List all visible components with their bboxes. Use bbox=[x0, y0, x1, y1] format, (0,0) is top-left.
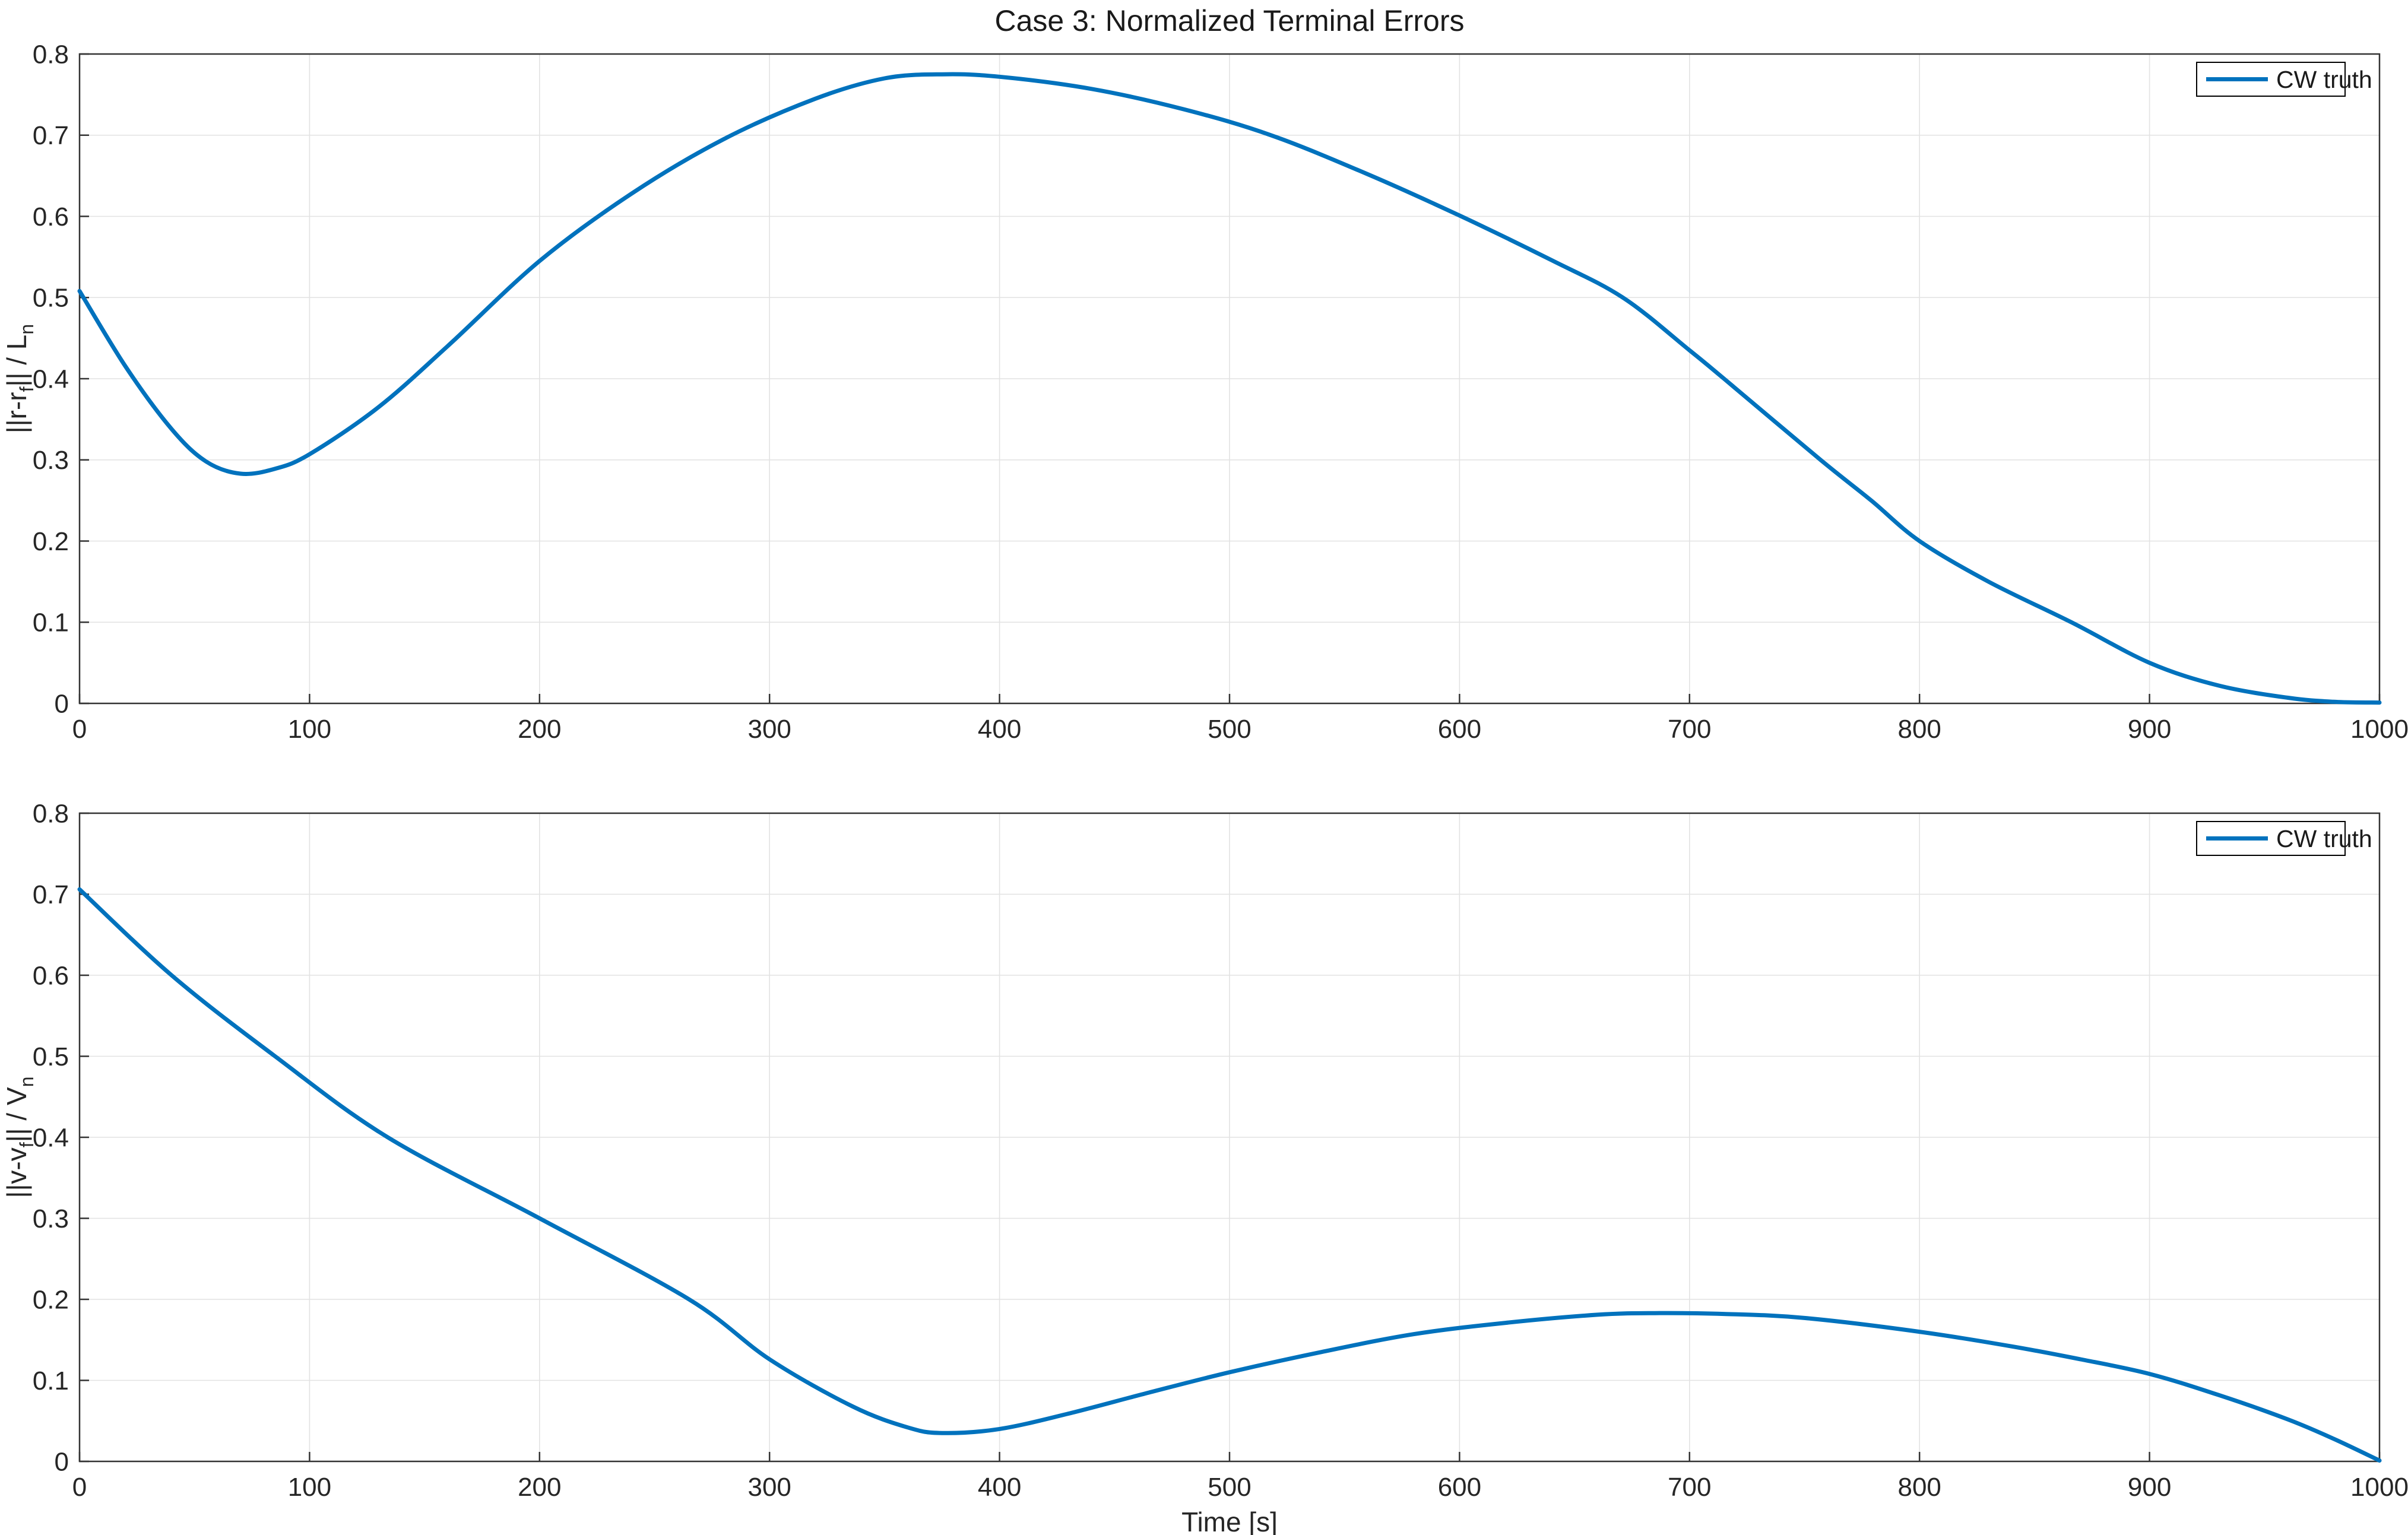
x-tick-label: 400 bbox=[978, 715, 1021, 744]
y-tick-label: 0.4 bbox=[33, 1123, 69, 1152]
x-tick-label: 800 bbox=[1897, 1473, 1941, 1502]
y-tick-label: 0.3 bbox=[33, 1204, 69, 1233]
y-tick-label: 0.2 bbox=[33, 527, 69, 556]
y-tick-label: 0.1 bbox=[33, 1366, 69, 1396]
x-tick-label: 500 bbox=[1208, 715, 1251, 744]
x-tick-label: 0 bbox=[72, 715, 87, 744]
x-tick-label: 600 bbox=[1438, 715, 1481, 744]
x-tick-label: 200 bbox=[518, 1473, 561, 1502]
x-tick-label: 500 bbox=[1208, 1473, 1251, 1502]
series-line-cw-truth bbox=[77, 887, 2382, 1463]
series-line-cw-truth bbox=[77, 72, 2382, 705]
x-tick-label: 100 bbox=[288, 715, 331, 744]
chart-title: Case 3: Normalized Terminal Errors bbox=[995, 4, 1465, 37]
y-tick-label: 0 bbox=[55, 1447, 69, 1476]
x-tick-label: 1000 bbox=[2350, 1473, 2408, 1502]
x-tick-label: 800 bbox=[1897, 715, 1941, 744]
y-tick-label: 0.6 bbox=[33, 961, 69, 990]
x-tick-label: 900 bbox=[2128, 715, 2171, 744]
x-tick-label: 900 bbox=[2128, 1473, 2171, 1502]
legend-label: CW truth bbox=[2276, 825, 2372, 852]
y-tick-label: 0.7 bbox=[33, 121, 69, 150]
x-tick-label: 0 bbox=[72, 1473, 87, 1502]
y-axis-label: ||v-vf|| / Vn bbox=[1, 1077, 37, 1198]
y-tick-label: 0.8 bbox=[33, 799, 69, 828]
x-axis-label: Time [s] bbox=[1181, 1507, 1278, 1535]
legend-label: CW truth bbox=[2276, 66, 2372, 93]
x-tick-label: 1000 bbox=[2350, 715, 2408, 744]
y-tick-label: 0.7 bbox=[33, 880, 69, 909]
x-tick-label: 300 bbox=[747, 1473, 791, 1502]
y-tick-label: 0.5 bbox=[33, 284, 69, 313]
x-tick-label: 200 bbox=[518, 715, 561, 744]
y-tick-label: 0.1 bbox=[33, 608, 69, 638]
y-tick-label: 0 bbox=[55, 689, 69, 718]
x-tick-label: 700 bbox=[1668, 1473, 1711, 1502]
y-tick-label: 0.2 bbox=[33, 1285, 69, 1314]
y-tick-label: 0.8 bbox=[33, 40, 69, 69]
x-tick-label: 700 bbox=[1668, 715, 1711, 744]
y-tick-label: 0.6 bbox=[33, 202, 69, 231]
y-tick-label: 0.4 bbox=[33, 364, 69, 394]
x-tick-label: 300 bbox=[747, 715, 791, 744]
y-axis-label: ||r-rf|| / Ln bbox=[1, 324, 37, 434]
y-tick-label: 0.5 bbox=[33, 1042, 69, 1071]
y-tick-label: 0.3 bbox=[33, 446, 69, 475]
x-tick-label: 600 bbox=[1438, 1473, 1481, 1502]
x-tick-label: 100 bbox=[288, 1473, 331, 1502]
x-tick-label: 400 bbox=[978, 1473, 1021, 1502]
